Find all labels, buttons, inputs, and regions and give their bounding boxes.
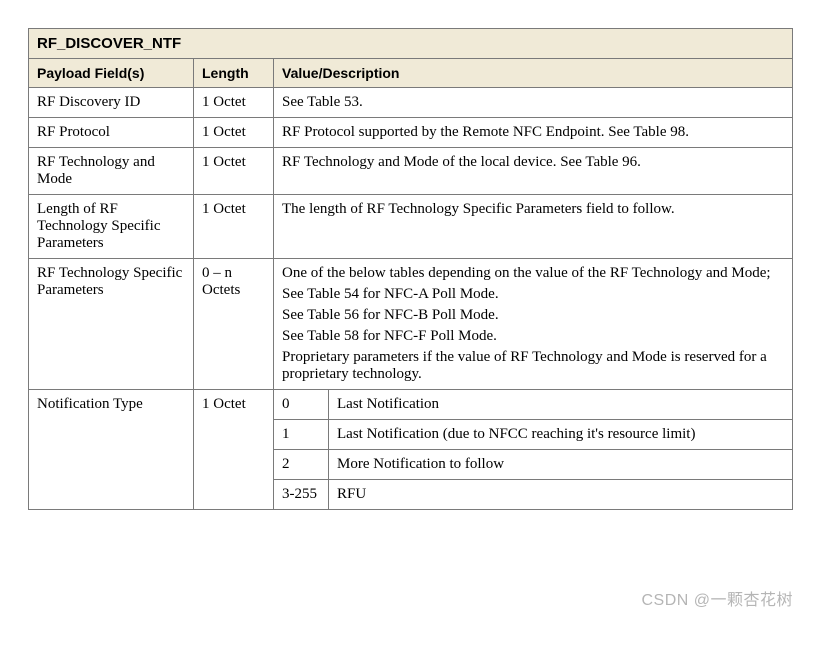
table-row: RF Discovery ID 1 Octet See Table 53. xyxy=(29,88,793,118)
cell-desc: RFU xyxy=(329,480,793,510)
value-para: See Table 56 for NFC-B Poll Mode. xyxy=(282,307,784,324)
table-title: RF_DISCOVER_NTF xyxy=(29,29,793,59)
value-para: Proprietary parameters if the value of R… xyxy=(282,349,784,383)
col-header-field: Payload Field(s) xyxy=(29,59,194,88)
cell-length: 0 – n Octets xyxy=(194,259,274,390)
table-row: RF Technology and Mode 1 Octet RF Techno… xyxy=(29,148,793,195)
cell-code: 2 xyxy=(274,450,329,480)
table-row: RF Technology Specific Parameters 0 – n … xyxy=(29,259,793,390)
watermark-text: CSDN @一颗杏花树 xyxy=(641,586,793,610)
cell-field: RF Technology and Mode xyxy=(29,148,194,195)
table-row: RF Protocol 1 Octet RF Protocol supporte… xyxy=(29,118,793,148)
cell-value: See Table 53. xyxy=(274,88,793,118)
cell-field: Length of RF Technology Specific Paramet… xyxy=(29,195,194,259)
col-header-length: Length xyxy=(194,59,274,88)
cell-desc: More Notification to follow xyxy=(329,450,793,480)
value-para: See Table 54 for NFC-A Poll Mode. xyxy=(282,286,784,303)
cell-field: RF Discovery ID xyxy=(29,88,194,118)
table-header-row: Payload Field(s) Length Value/Descriptio… xyxy=(29,59,793,88)
cell-length: 1 Octet xyxy=(194,88,274,118)
rf-discover-ntf-table: RF_DISCOVER_NTF Payload Field(s) Length … xyxy=(28,28,793,510)
cell-code: 3-255 xyxy=(274,480,329,510)
cell-field: Notification Type xyxy=(29,390,194,510)
cell-length: 1 Octet xyxy=(194,118,274,148)
cell-length: 1 Octet xyxy=(194,390,274,510)
cell-value: RF Technology and Mode of the local devi… xyxy=(274,148,793,195)
table-row: Length of RF Technology Specific Paramet… xyxy=(29,195,793,259)
col-header-value: Value/Description xyxy=(274,59,793,88)
cell-field: RF Protocol xyxy=(29,118,194,148)
cell-value: The length of RF Technology Specific Par… xyxy=(274,195,793,259)
cell-length: 1 Octet xyxy=(194,148,274,195)
table-title-row: RF_DISCOVER_NTF xyxy=(29,29,793,59)
cell-value: RF Protocol supported by the Remote NFC … xyxy=(274,118,793,148)
cell-desc: Last Notification xyxy=(329,390,793,420)
cell-length: 1 Octet xyxy=(194,195,274,259)
table-row: Notification Type 1 Octet 0 Last Notific… xyxy=(29,390,793,420)
value-para: One of the below tables depending on the… xyxy=(282,265,784,282)
cell-desc: Last Notification (due to NFCC reaching … xyxy=(329,420,793,450)
cell-code: 1 xyxy=(274,420,329,450)
cell-field: RF Technology Specific Parameters xyxy=(29,259,194,390)
cell-value: One of the below tables depending on the… xyxy=(274,259,793,390)
value-para: See Table 58 for NFC-F Poll Mode. xyxy=(282,328,784,345)
cell-code: 0 xyxy=(274,390,329,420)
